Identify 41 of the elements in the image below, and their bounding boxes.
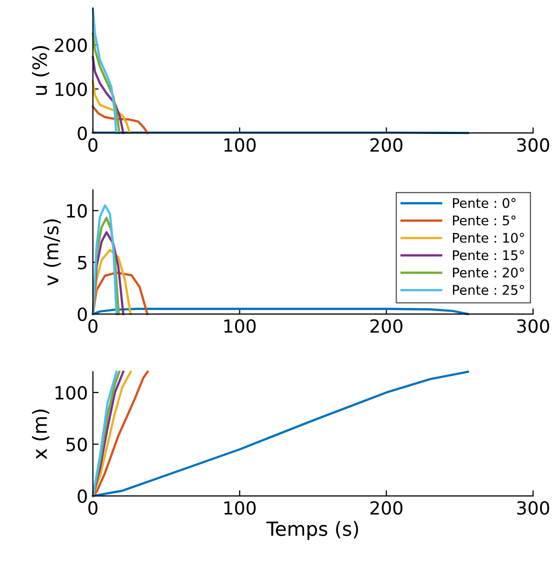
legend-label: Pente : 20° bbox=[453, 268, 524, 278]
y-tick-label: 100 bbox=[56, 82, 87, 96]
legend-label: Pente : 25° bbox=[453, 284, 524, 295]
legend-label: Pente : 15° bbox=[453, 250, 524, 260]
y-tick-label: 0 bbox=[78, 307, 87, 322]
legend-label: Pente : 10° bbox=[453, 232, 524, 243]
line-series bbox=[92, 272, 148, 316]
y-tick-label: 0 bbox=[78, 489, 87, 504]
y-axis-title: v (m/s) bbox=[43, 219, 61, 286]
x-tick-label: 100 bbox=[224, 319, 256, 333]
line-series bbox=[92, 216, 120, 316]
x-axis-title: Temps (s) bbox=[266, 521, 358, 540]
y-tick-label: 50 bbox=[66, 438, 87, 452]
x-tick-label: 300 bbox=[517, 501, 550, 515]
x-tick-label: 0 bbox=[88, 501, 98, 515]
x-tick-label: 300 bbox=[517, 319, 550, 333]
line-series bbox=[92, 248, 132, 316]
x-tick-label: 200 bbox=[370, 319, 402, 333]
y-tick-label: 100 bbox=[56, 386, 87, 400]
x-tick-label: 300 bbox=[517, 138, 550, 152]
x-tick-label: 200 bbox=[370, 501, 402, 515]
y-axis-title: x (m) bbox=[32, 410, 50, 460]
x-tick-label: 0 bbox=[88, 319, 98, 333]
x-tick-label: 100 bbox=[224, 501, 256, 515]
x-tick-label: 200 bbox=[370, 138, 402, 152]
x-tick-label: 0 bbox=[88, 138, 98, 152]
y-tick-label: 0 bbox=[78, 126, 87, 140]
line-series bbox=[92, 204, 118, 316]
y-tick-label: 5 bbox=[78, 256, 86, 270]
line-series bbox=[92, 56, 124, 134]
y-tick-label: 10 bbox=[67, 204, 87, 218]
line-series bbox=[92, 105, 149, 134]
legend-label: Pente : 5° bbox=[453, 215, 516, 226]
line-series bbox=[92, 32, 120, 134]
y-axis-title: u (%) bbox=[32, 46, 50, 95]
legend-label: Pente : 0° bbox=[453, 198, 516, 208]
line-series bbox=[92, 370, 470, 498]
x-tick-label: 100 bbox=[224, 138, 256, 152]
line-series bbox=[92, 231, 124, 316]
y-tick-label: 200 bbox=[54, 38, 87, 52]
line-series bbox=[92, 80, 131, 134]
